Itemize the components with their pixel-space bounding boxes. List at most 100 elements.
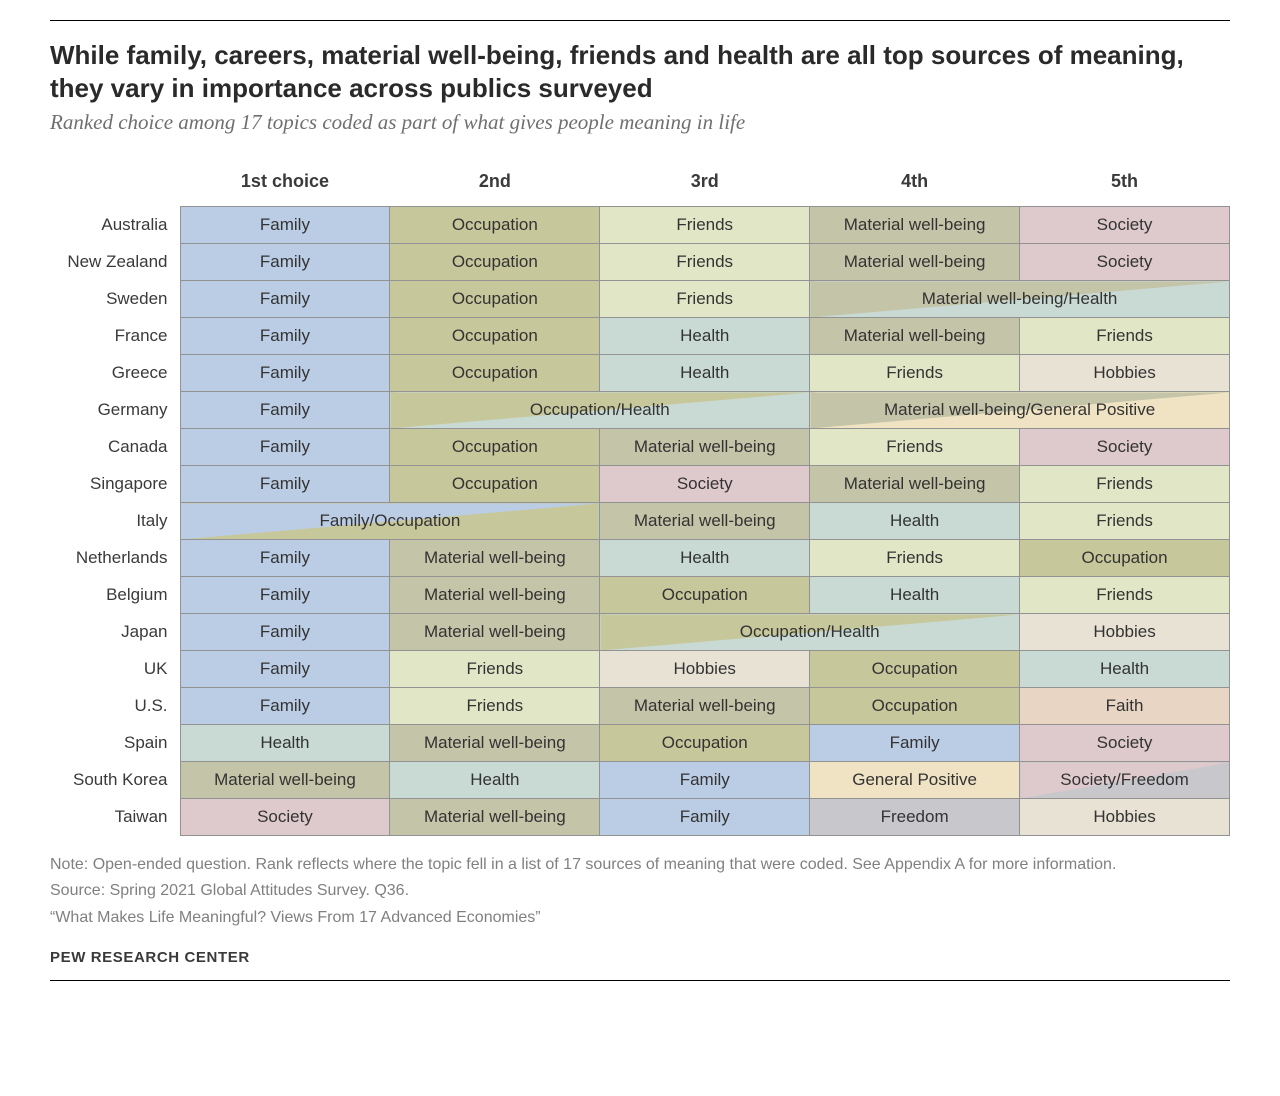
country-label: New Zealand [50,244,180,281]
rank-cell: Occupation [390,355,600,392]
chart-container: While family, careers, material well-bei… [50,20,1230,981]
rank-header-1: 1st choice [180,163,390,207]
report-text: “What Makes Life Meaningful? Views From … [50,907,1230,929]
rank-cell: Society [180,799,390,836]
rank-cell: Friends [810,429,1020,466]
bottom-rule [50,980,1230,981]
rank-cell: Friends [1020,577,1230,614]
rank-cell: Friends [600,244,810,281]
rank-cell: Health [180,725,390,762]
rank-cell: Family [810,725,1020,762]
country-label: Italy [50,503,180,540]
rank-cell: Friends [1020,503,1230,540]
country-label: Greece [50,355,180,392]
rank-cell: Occupation [600,725,810,762]
rank-cell: Material well-being [180,762,390,799]
rank-cell: Faith [1020,688,1230,725]
rank-cell: Family [600,762,810,799]
rank-cell: Occupation [600,577,810,614]
rank-cell: Hobbies [1020,799,1230,836]
rank-header-5: 5th [1020,163,1230,207]
rank-cell: Occupation [390,429,600,466]
rank-cell: Friends [390,651,600,688]
rank-cell: Material well-being [390,577,600,614]
rank-cell: Occupation [810,688,1020,725]
rank-cell: Material well-being [390,614,600,651]
headline: While family, careers, material well-bei… [50,39,1230,104]
rank-cell: Friends [600,207,810,244]
rank-cell: Society [600,466,810,503]
country-row: NetherlandsFamilyMaterial well-beingHeal… [50,540,1230,577]
rank-cell: Occupation/Health [600,614,1020,651]
country-label: Taiwan [50,799,180,836]
country-row: CanadaFamilyOccupationMaterial well-bein… [50,429,1230,466]
rank-header-3: 3rd [600,163,810,207]
country-row: GreeceFamilyOccupationHealthFriendsHobbi… [50,355,1230,392]
country-label: Canada [50,429,180,466]
rank-cell: Material well-being [600,688,810,725]
country-label: France [50,318,180,355]
rank-cell: Society [1020,429,1230,466]
rank-cell: Friends [1020,466,1230,503]
rank-cell: Family [180,688,390,725]
rank-cell: Health [390,762,600,799]
country-row: New ZealandFamilyOccupationFriendsMateri… [50,244,1230,281]
country-label: Spain [50,725,180,762]
country-row: GermanyFamilyOccupation/HealthMaterial w… [50,392,1230,429]
rank-cell: Occupation [1020,540,1230,577]
rank-cell: Family [180,540,390,577]
rank-cell: Occupation [390,318,600,355]
rank-cell: Material well-being [390,540,600,577]
rank-cell: Friends [1020,318,1230,355]
rank-cell: Family/Occupation [180,503,600,540]
rank-cell: Health [600,318,810,355]
rank-table: 1st choice2nd3rd4th5th AustraliaFamilyOc… [50,163,1230,836]
rank-cell: Friends [810,355,1020,392]
rank-cell: Material well-being [390,725,600,762]
rank-cell: Occupation/Health [390,392,810,429]
country-label: Belgium [50,577,180,614]
rank-cell: Occupation [810,651,1020,688]
rank-cell: Hobbies [600,651,810,688]
country-label: Netherlands [50,540,180,577]
country-label: South Korea [50,762,180,799]
top-rule [50,20,1230,21]
country-label: Japan [50,614,180,651]
subhead: Ranked choice among 17 topics coded as p… [50,110,1230,135]
country-label: UK [50,651,180,688]
rank-cell: Family [180,244,390,281]
blank-header [50,163,180,207]
rank-cell: Health [600,540,810,577]
country-row: BelgiumFamilyMaterial well-beingOccupati… [50,577,1230,614]
country-row: UKFamilyFriendsHobbiesOccupationHealth [50,651,1230,688]
rank-cell: Hobbies [1020,355,1230,392]
rank-cell: Material well-being [810,318,1020,355]
country-label: Sweden [50,281,180,318]
note-text: Note: Open-ended question. Rank reflects… [50,854,1230,876]
rank-cell: Health [600,355,810,392]
country-row: JapanFamilyMaterial well-beingOccupation… [50,614,1230,651]
rank-cell: Material well-being/General Positive [810,392,1230,429]
rank-cell: Friends [390,688,600,725]
country-row: SwedenFamilyOccupationFriendsMaterial we… [50,281,1230,318]
rank-cell: Material well-being [810,466,1020,503]
rank-cell: Family [180,355,390,392]
rank-cell: Health [1020,651,1230,688]
rank-cell: Material well-being/Health [810,281,1230,318]
country-row: TaiwanSocietyMaterial well-beingFamilyFr… [50,799,1230,836]
rank-cell: Occupation [390,244,600,281]
rank-cell: Society [1020,244,1230,281]
country-row: South KoreaMaterial well-beingHealthFami… [50,762,1230,799]
country-label: U.S. [50,688,180,725]
rank-cell: Occupation [390,207,600,244]
rank-cell: Occupation [390,281,600,318]
rank-cell: Family [180,577,390,614]
rank-cell: Friends [600,281,810,318]
country-row: FranceFamilyOccupationHealthMaterial wel… [50,318,1230,355]
rank-cell: Family [180,614,390,651]
rank-cell: Material well-being [810,244,1020,281]
rank-cell: Health [810,577,1020,614]
country-row: SpainHealthMaterial well-beingOccupation… [50,725,1230,762]
rank-cell: Health [810,503,1020,540]
rank-cell: Family [180,651,390,688]
